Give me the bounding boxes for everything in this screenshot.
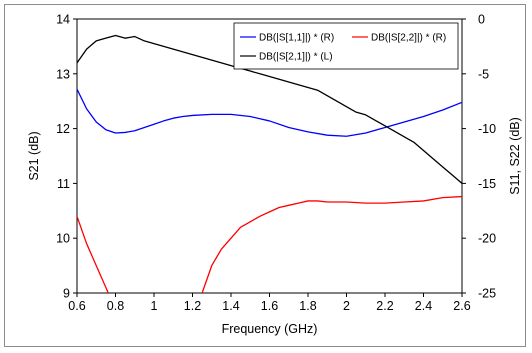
series-line-s11 [77,88,462,137]
legend-label-s21: DB(|S[2,1]|) * (L) [259,52,333,63]
x-tick-label: 2.6 [453,299,470,313]
y2-tick-label: -15 [478,177,496,191]
legend: DB(|S[1,1]|) * (R) DB(|S[2,2]|) * (R) DB… [233,22,459,70]
series-line-s21 [77,34,462,184]
x-tick-label: 2.4 [415,299,432,313]
y-tick-label: 13 [56,67,70,81]
x-tick-label: 0.8 [107,299,124,313]
y-tick-label: 9 [63,287,70,301]
y-tick-label: 14 [56,13,70,27]
y2-tick-label: -25 [478,287,496,301]
y-tick-label: 11 [57,177,70,191]
x-tick-label: 1.6 [261,299,278,313]
x-tick-label: 1.4 [222,299,239,313]
y-tick-label: 12 [56,122,70,136]
y2-tick-label: -5 [478,67,489,81]
y2-tick-label: -10 [478,122,496,136]
y-axis-title: S21 (dB) [27,131,41,180]
series-line-s22 [77,195,462,293]
x-tick-label: 2.2 [376,299,393,313]
x-tick-label: 1 [151,299,158,313]
legend-label-s22: DB(|S[2,2]|) * (R) [371,33,446,44]
y2-tick-label: -20 [478,232,496,246]
legend-label-s11: DB(|S[1,1]|) * (R) [259,33,334,44]
x-axis-title: Frequency (GHz) [222,322,318,336]
x-tick-label: 2 [343,299,350,313]
legend-box [233,22,459,70]
x-tick-label: 0.6 [68,299,85,313]
y-tick-label: 10 [56,232,70,246]
y2-axis-title: S11, S22 (dB) [508,117,522,195]
y2-tick-label: 0 [478,13,485,27]
x-tick-label: 1.2 [184,299,201,313]
x-tick-label: 1.8 [299,299,316,313]
